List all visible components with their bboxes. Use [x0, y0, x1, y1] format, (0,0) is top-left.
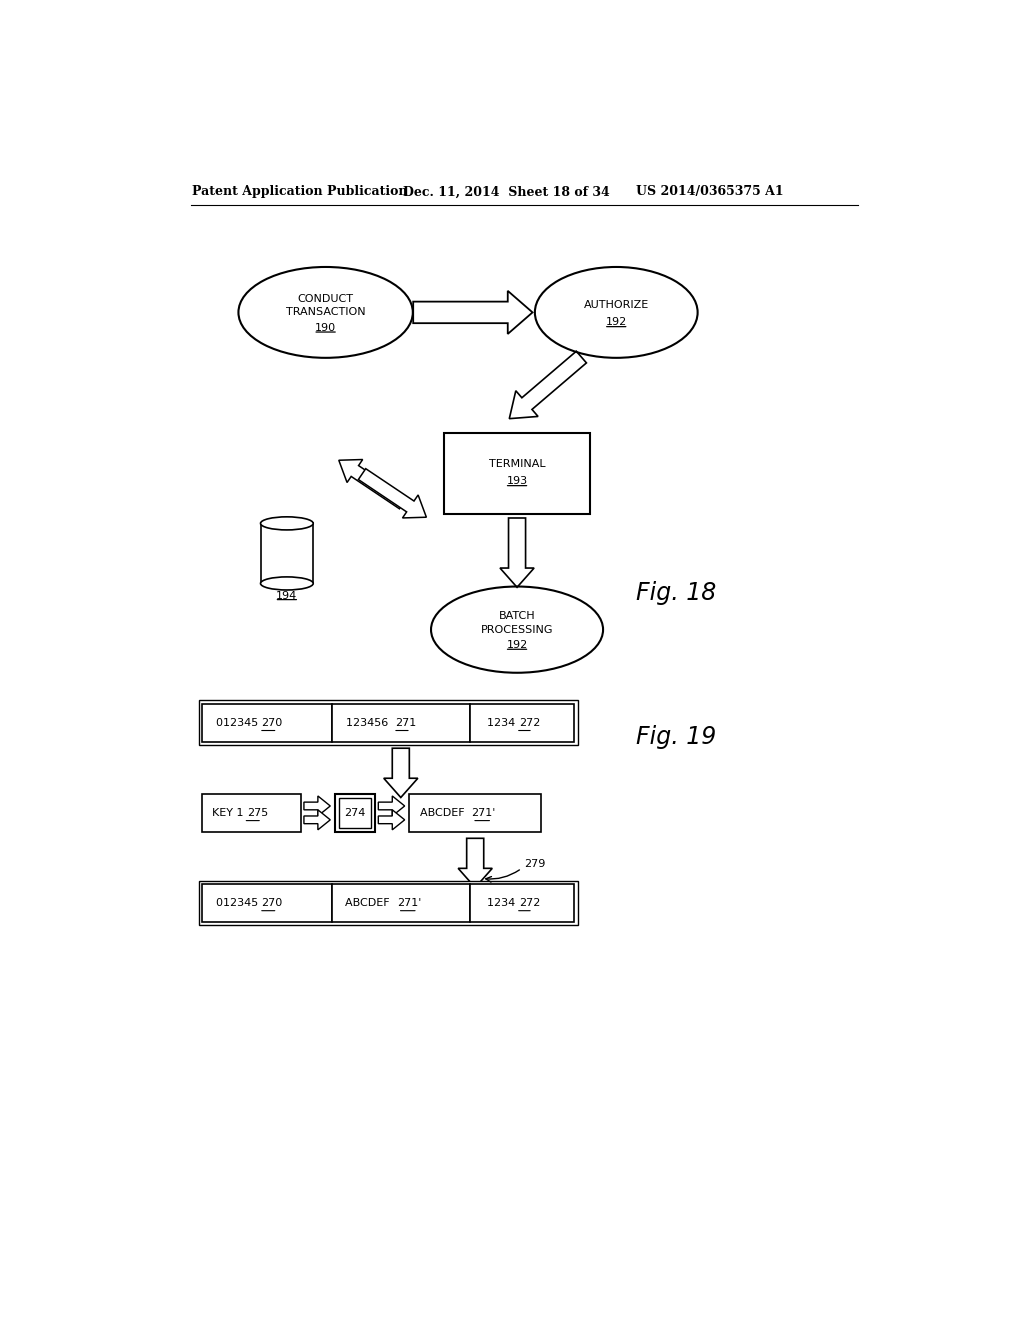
Text: 270: 270 — [261, 898, 283, 908]
Polygon shape — [384, 748, 418, 797]
Polygon shape — [358, 469, 426, 517]
Text: 272: 272 — [519, 898, 541, 908]
Text: 190: 190 — [315, 323, 336, 333]
Text: Patent Application Publication: Patent Application Publication — [191, 185, 408, 198]
Bar — [202, 793, 301, 832]
Bar — [202, 704, 332, 742]
Text: Dec. 11, 2014  Sheet 18 of 34: Dec. 11, 2014 Sheet 18 of 34 — [403, 185, 610, 198]
Ellipse shape — [260, 517, 313, 529]
Text: 194: 194 — [276, 591, 298, 601]
Bar — [410, 793, 541, 832]
Text: 274: 274 — [344, 808, 366, 818]
Bar — [339, 797, 372, 829]
Text: 270: 270 — [261, 718, 283, 727]
Text: BATCH: BATCH — [499, 611, 536, 620]
Text: 279: 279 — [524, 859, 546, 870]
Ellipse shape — [260, 577, 313, 590]
Text: 1234: 1234 — [487, 718, 519, 727]
Bar — [199, 880, 578, 925]
Bar — [470, 704, 574, 742]
Polygon shape — [500, 517, 535, 587]
Polygon shape — [304, 810, 331, 830]
Bar — [470, 884, 574, 923]
Text: 271': 271' — [471, 808, 496, 818]
Polygon shape — [414, 290, 532, 334]
Text: CONDUCT: CONDUCT — [298, 293, 353, 304]
Text: 193: 193 — [507, 477, 527, 486]
Bar — [332, 884, 470, 923]
Text: 271: 271 — [395, 718, 417, 727]
Text: TERMINAL: TERMINAL — [488, 459, 546, 469]
Bar — [202, 884, 332, 923]
Text: ABCDEF: ABCDEF — [345, 898, 397, 908]
Text: ABCDEF: ABCDEF — [420, 808, 471, 818]
Text: 192: 192 — [507, 640, 527, 649]
Text: Fig. 18: Fig. 18 — [636, 581, 716, 606]
Text: KEY 1: KEY 1 — [212, 808, 248, 818]
Bar — [444, 433, 590, 515]
Bar — [199, 701, 578, 744]
Bar — [335, 793, 375, 832]
Text: 123456: 123456 — [346, 718, 395, 727]
Text: 1234: 1234 — [487, 898, 519, 908]
Text: 275: 275 — [248, 808, 268, 818]
Polygon shape — [304, 796, 331, 816]
Text: AUTHORIZE: AUTHORIZE — [584, 300, 649, 310]
Text: US 2014/0365375 A1: US 2014/0365375 A1 — [636, 185, 783, 198]
Text: TRANSACTION: TRANSACTION — [286, 308, 366, 317]
Polygon shape — [458, 838, 493, 887]
Polygon shape — [378, 796, 404, 816]
Text: 272: 272 — [519, 718, 541, 727]
Text: 012345: 012345 — [215, 898, 261, 908]
Text: 271': 271' — [397, 898, 421, 908]
Polygon shape — [378, 810, 404, 830]
Text: 012345: 012345 — [215, 718, 261, 727]
Bar — [332, 704, 470, 742]
Text: Fig. 19: Fig. 19 — [636, 726, 716, 750]
Polygon shape — [339, 459, 407, 508]
Text: PROCESSING: PROCESSING — [481, 624, 553, 635]
Polygon shape — [509, 351, 587, 418]
Text: 192: 192 — [605, 317, 627, 327]
Bar — [260, 524, 313, 583]
